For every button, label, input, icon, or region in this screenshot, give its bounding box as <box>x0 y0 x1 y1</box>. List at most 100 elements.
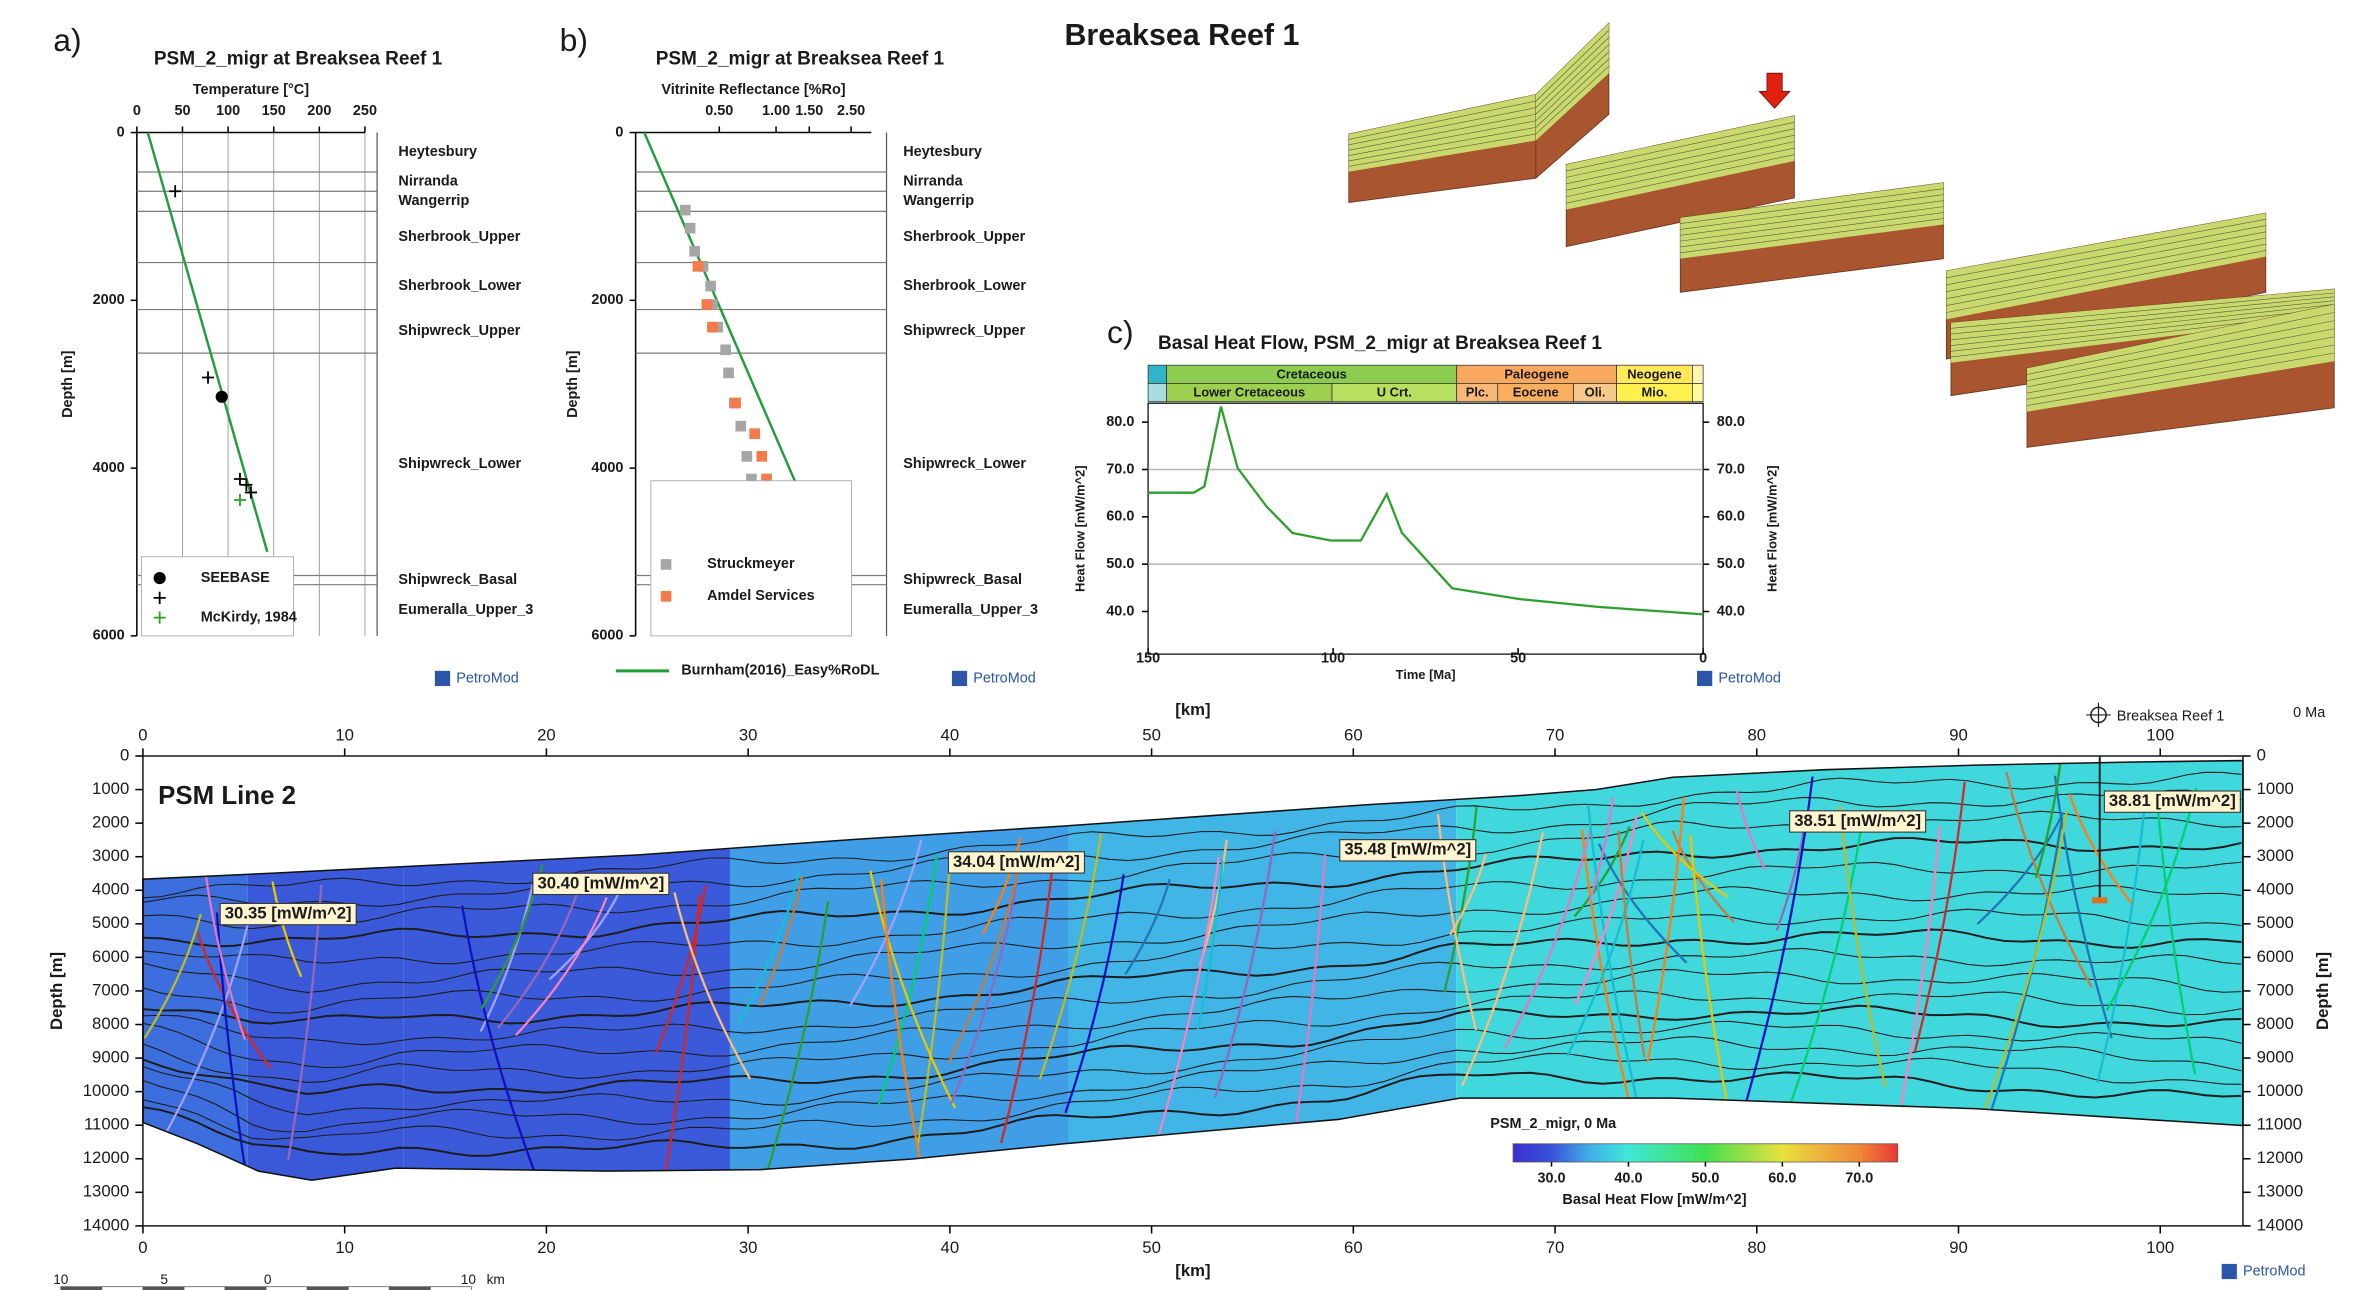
data-point <box>761 473 772 485</box>
horizon <box>142 789 2242 907</box>
model-layer <box>1535 65 1610 135</box>
horizon <box>142 1036 2242 1133</box>
model-layer <box>2026 352 2335 406</box>
x-tick-label: 100 <box>216 103 240 119</box>
y-tick-label: 9000 <box>92 1047 129 1066</box>
fault <box>2096 810 2146 1084</box>
y-tick-label: 4000 <box>92 880 129 899</box>
horizon <box>142 885 2242 993</box>
legend-symbol <box>660 559 672 570</box>
stratigraphy-cell <box>1692 364 1704 384</box>
heat-flow-column <box>1068 760 1457 1181</box>
model-layer <box>1535 30 1610 102</box>
fault <box>1976 812 2065 926</box>
fault <box>461 905 547 1181</box>
model-layer <box>1680 194 1944 230</box>
x-tick-label: 150 <box>1136 650 1160 666</box>
fault <box>744 901 830 1181</box>
data-point <box>215 390 228 403</box>
fault <box>2155 796 2197 1075</box>
x-tick-label: 100 <box>2146 1238 2174 1257</box>
formation-name: Sherbrook_Lower <box>398 278 521 294</box>
heat-flow-line <box>1148 406 1704 616</box>
model-layer <box>1946 243 2266 306</box>
y-tick-label: 13000 <box>83 1182 130 1201</box>
fault <box>849 839 923 1007</box>
formation-name: Shipwreck_Basal <box>903 572 1022 588</box>
horizon <box>142 908 2242 1014</box>
model-layer <box>1348 120 1536 156</box>
formation-name: Shipwreck_Lower <box>903 456 1026 472</box>
x-tick-label: 50 <box>174 103 190 119</box>
model-layer <box>1535 37 1610 108</box>
fault <box>877 854 938 1106</box>
x-tick-label: 1.50 <box>795 103 823 119</box>
data-point <box>720 344 731 356</box>
model-layer <box>2026 312 2335 375</box>
logo: PetroMod <box>973 670 1036 686</box>
fault <box>2053 775 2113 1039</box>
model-layer <box>1566 147 1795 198</box>
data-point <box>741 451 753 462</box>
model-layer <box>1535 44 1610 115</box>
legend-label: SEEBASE <box>201 570 270 586</box>
x-tick-label: 0.50 <box>705 103 733 119</box>
x-tick-label: 100 <box>2146 726 2174 745</box>
fault <box>1573 826 1631 918</box>
y-tick-label: 7000 <box>2257 980 2294 999</box>
heat-flow-label-box <box>1339 839 1477 862</box>
y-tick-label: 7000 <box>92 980 129 999</box>
x-tick-label: 50 <box>1510 650 1526 666</box>
stratigraphy-label: Lower Cretaceous <box>1193 385 1305 400</box>
model-layer <box>1566 154 1795 204</box>
x-tick-label: 100 <box>1321 650 1345 666</box>
model-layer <box>1348 133 1536 167</box>
fault <box>496 893 579 1029</box>
y-tick-label: 6000 <box>93 628 125 644</box>
y-tick-label: 3000 <box>2257 846 2294 865</box>
model-block-top <box>1946 213 2266 320</box>
fault <box>1597 843 1688 964</box>
y-tick-label: 10000 <box>83 1081 130 1100</box>
fault <box>947 858 1022 1064</box>
fault <box>916 853 952 1149</box>
model-layer <box>2026 328 2335 388</box>
model-layer <box>1535 58 1610 128</box>
colorbar-tick-label: 50.0 <box>1691 1171 1719 1187</box>
y-tick-label: 6000 <box>2257 947 2294 966</box>
fault <box>1064 874 1125 1114</box>
y-tick-label: 0 <box>117 124 125 140</box>
formation-name: Sherbrook_Upper <box>903 229 1025 245</box>
data-point <box>233 472 247 486</box>
data-point <box>756 451 768 462</box>
y-tick-label: 0 <box>120 745 129 764</box>
legend-box <box>140 556 294 637</box>
horizon <box>142 771 2242 899</box>
model-layer <box>1950 304 2335 346</box>
panel-label: a) <box>53 22 81 58</box>
y-tick-label: 8000 <box>92 1014 129 1033</box>
heat-flow-label-box <box>1789 810 1927 833</box>
y-axis-label: Depth [m] <box>60 351 76 418</box>
time-label: 0 Ma <box>2293 705 2326 721</box>
y-tick-label: 11000 <box>2257 1115 2302 1134</box>
formation-name: Sherbrook_Lower <box>903 278 1026 294</box>
model-layer <box>1348 100 1536 140</box>
fault <box>1735 790 1767 871</box>
model-layer <box>1566 128 1795 178</box>
model-layer <box>1946 219 2266 279</box>
x-tick-label: 50 <box>1142 726 1161 745</box>
x-tick-label: 0 <box>138 1238 147 1257</box>
y2-tick-label: 40.0 <box>1717 603 1745 619</box>
heat-flow-label: 38.51 [mW/m^2] <box>1794 811 1921 830</box>
legend-label: Struckmeyer <box>707 556 795 572</box>
fault <box>163 920 250 1137</box>
data-point <box>689 245 700 257</box>
fault <box>1671 830 1735 923</box>
y-tick-label: 9000 <box>2257 1047 2294 1066</box>
model-block-top <box>1950 289 2335 363</box>
x-tick-label: 70 <box>1546 726 1565 745</box>
formation-name: Eumeralla_Upper_3 <box>398 602 533 618</box>
fault <box>1588 797 1615 904</box>
legend-symbol <box>153 611 166 624</box>
